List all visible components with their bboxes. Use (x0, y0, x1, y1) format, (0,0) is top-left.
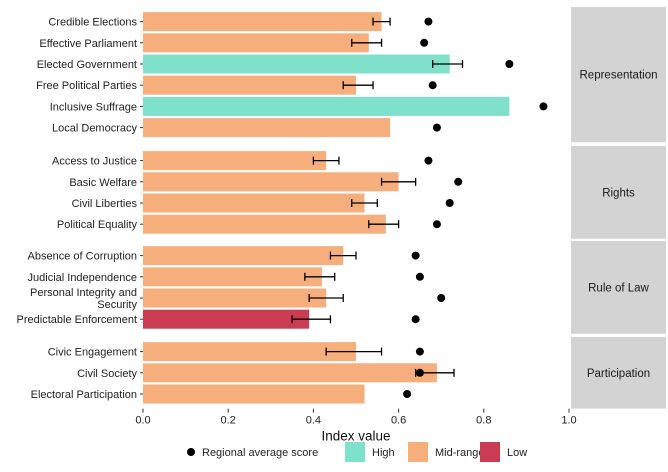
facet-strip-2 (571, 241, 666, 334)
bar (143, 384, 365, 404)
facet-strip-3 (571, 337, 666, 409)
y-tick-label: Credible Elections (48, 17, 137, 29)
facet-strip-label: Rights (602, 187, 635, 199)
y-tick-label: Civic Engagement (48, 347, 137, 359)
facet-strip-label: Representation (580, 70, 658, 82)
y-tick-label: Judicial Independence (28, 272, 137, 284)
x-tick-label: 0.8 (476, 415, 491, 427)
bar (143, 172, 399, 192)
bar (143, 288, 327, 308)
legend-swatch (480, 442, 500, 462)
regional-average-point (415, 347, 424, 356)
regional-average-point (424, 156, 433, 165)
x-tick-label: 0.4 (306, 415, 321, 427)
y-tick-label: Electoral Participation (31, 389, 137, 401)
y-tick-label: Civil Society (77, 368, 137, 380)
regional-average-point (420, 38, 429, 47)
legend-point-key (187, 448, 195, 456)
regional-average-point (445, 199, 454, 207)
bar (143, 75, 356, 95)
bar (143, 342, 356, 362)
regional-average-point (539, 102, 548, 111)
y-tick-label: Local Democracy (52, 123, 137, 135)
bar (143, 214, 386, 234)
x-tick-label: 0.0 (135, 415, 150, 427)
bar (143, 363, 437, 383)
bar (143, 246, 344, 266)
x-tick-label: 1.0 (561, 415, 576, 427)
regional-average-point (411, 251, 420, 260)
y-tick-label: Basic Welfare (69, 177, 137, 189)
regional-average-point (432, 220, 441, 229)
facet-strip-label: Participation (587, 368, 650, 380)
facet-strip-1 (571, 146, 666, 239)
bar (143, 12, 382, 32)
bar (143, 118, 391, 138)
y-tick-label: Civil Liberties (72, 198, 138, 210)
bar (143, 193, 365, 213)
y-tick-label: Free Political Parties (36, 80, 137, 92)
x-tick-label: 0.2 (221, 415, 236, 427)
regional-average-point (505, 60, 514, 68)
y-tick-label: Elected Government (37, 59, 137, 71)
facet-strip-label: Rule of Law (588, 282, 649, 294)
legend-swatch (345, 442, 365, 462)
y-tick-label: Predictable Enforcement (17, 314, 137, 326)
bar (143, 33, 369, 53)
y-tick-label: Inclusive Suffrage (50, 101, 137, 113)
x-tick-label: 0.6 (391, 415, 406, 427)
x-axis-title: Index value (321, 429, 390, 444)
regional-average-point (428, 81, 437, 90)
regional-average-point (437, 294, 446, 302)
bar (143, 267, 322, 287)
y-tick-label: Absence of Corruption (28, 251, 137, 263)
legend-label: Regional average score (202, 447, 318, 459)
y-tick-label: Personal Integrity and (30, 287, 137, 299)
bar (143, 151, 327, 171)
y-tick-label: Access to Justice (52, 156, 137, 168)
y-tick-label: Security (97, 299, 137, 311)
regional-average-point (424, 17, 433, 26)
facet-strip-0 (571, 7, 666, 143)
regional-average-point (415, 368, 424, 377)
bar (143, 309, 310, 329)
bar (143, 96, 510, 116)
legend-label: Mid-range (435, 447, 485, 459)
legend-label: High (372, 447, 395, 459)
legend-label: Low (507, 447, 527, 459)
regional-average-point (403, 390, 412, 398)
regional-average-point (415, 272, 424, 281)
y-tick-label: Political Equality (57, 219, 138, 231)
regional-average-point (411, 315, 420, 324)
regional-average-point (454, 177, 463, 186)
legend-swatch (408, 442, 428, 462)
y-tick-label: Effective Parliament (39, 38, 137, 50)
bar (143, 54, 450, 74)
regional-average-point (432, 123, 441, 132)
